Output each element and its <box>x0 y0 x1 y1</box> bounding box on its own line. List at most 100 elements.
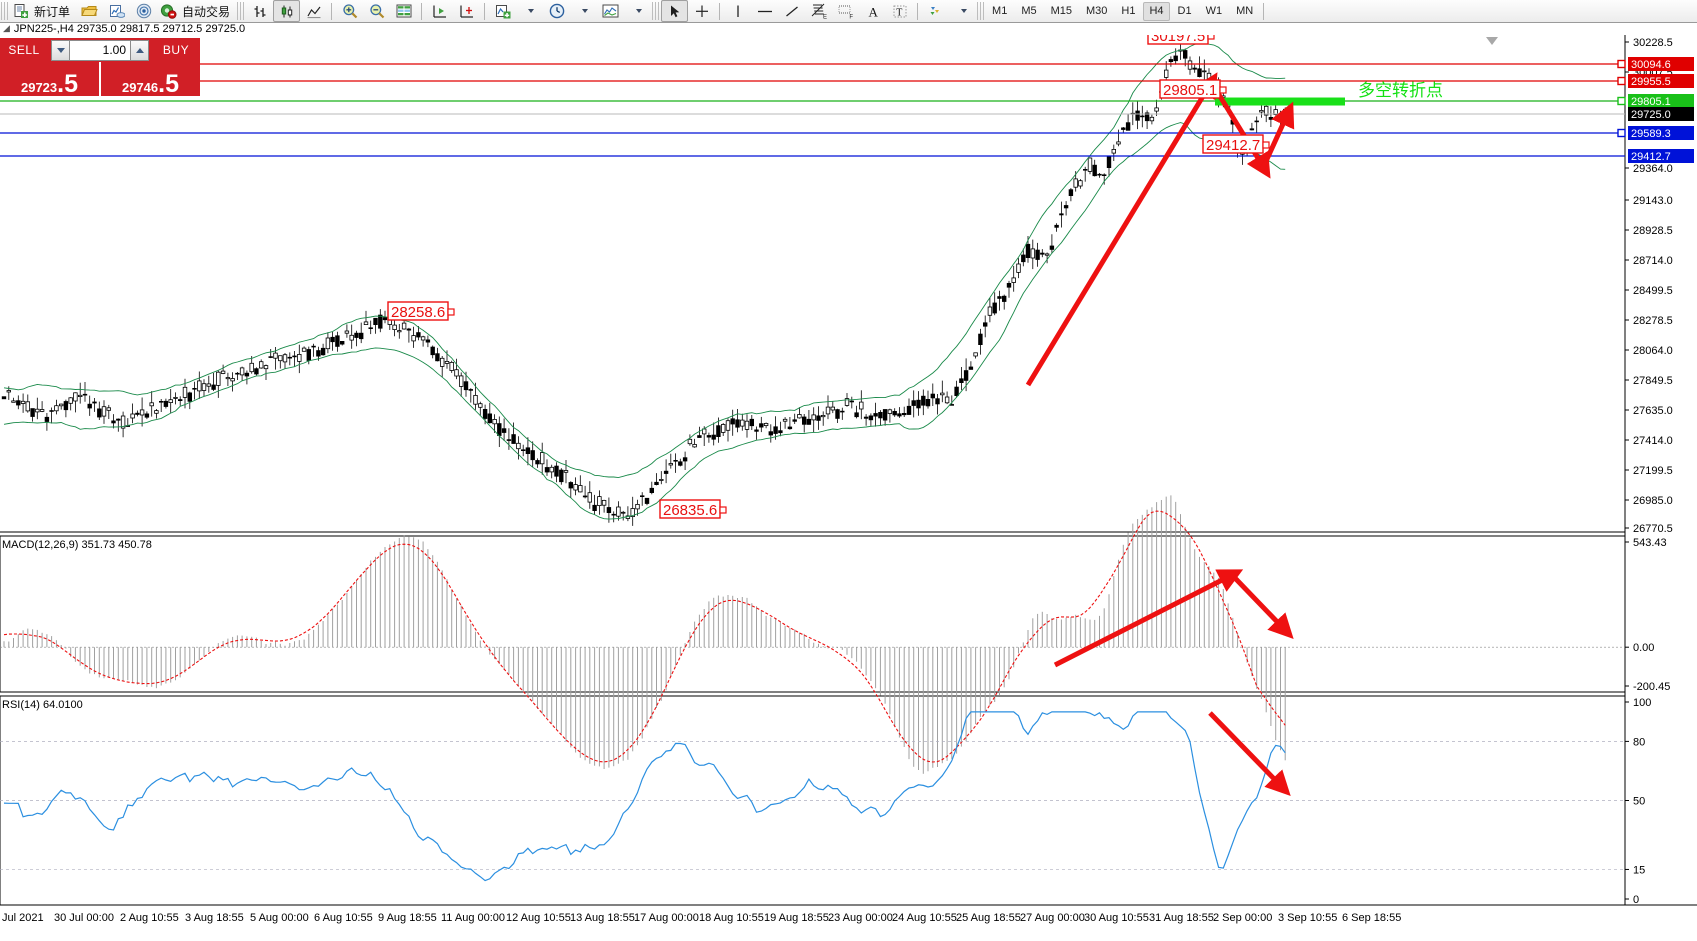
toolbar-grip-3[interactable] <box>652 2 660 20</box>
fibo-tool-button[interactable]: E <box>805 0 832 22</box>
price-tag-0[interactable] <box>1628 57 1694 71</box>
candle-body <box>411 335 416 342</box>
bar-chart-icon <box>254 5 266 17</box>
scroll-caret-icon[interactable] <box>1486 37 1498 45</box>
candle-body <box>763 422 769 426</box>
template-button[interactable] <box>597 0 624 22</box>
new-order-button[interactable]: 新订单 <box>10 0 76 22</box>
sell-price[interactable]: 29723 .5 <box>0 62 99 96</box>
candle-body <box>39 409 45 412</box>
chart-canvas[interactable]: 30228.530007.529364.029143.028928.528714… <box>0 35 1697 941</box>
annotation-30197[interactable] <box>1147 35 1209 45</box>
template-dropdown[interactable] <box>624 0 651 22</box>
timeframe-mn[interactable]: MN <box>1236 4 1254 17</box>
annotation-handle[interactable] <box>1262 141 1270 149</box>
indicators-dropdown[interactable] <box>516 0 543 22</box>
sell-button[interactable]: SELL <box>0 38 48 62</box>
crosshair-tool-button[interactable] <box>688 0 715 22</box>
time-axis-label: 2 Aug 10:55 <box>120 912 179 924</box>
candle-body <box>73 392 78 402</box>
timeframe-m5[interactable]: M5 <box>1021 4 1037 17</box>
time-axis-label: 31 Aug 18:55 <box>1149 912 1214 924</box>
candle-body <box>468 389 473 391</box>
symbol-info-bar: ◢ JPN225-,H4 29735.0 29817.5 29712.5 297… <box>0 22 1697 35</box>
level-handle[interactable] <box>1617 59 1626 69</box>
timeframe-m15[interactable]: M15 <box>1050 4 1072 17</box>
candle-body <box>20 400 26 404</box>
buy-button[interactable]: BUY <box>152 38 200 62</box>
shift-start-button[interactable] <box>426 0 453 22</box>
timeframe-h4[interactable]: H4 <box>1143 1 1170 21</box>
indicators-button[interactable] <box>489 0 516 22</box>
channel-tool-button[interactable]: F <box>832 0 859 22</box>
vline-tool-button[interactable] <box>724 0 751 22</box>
chart-area[interactable]: 30228.5 30007.5 29364.0 29143.0 28928.5 28714… <box>0 35 1697 941</box>
candle-body <box>687 438 693 445</box>
candle-body <box>1073 178 1078 188</box>
signals-button[interactable] <box>130 0 157 22</box>
objects-dropdown[interactable] <box>949 0 976 22</box>
cursor-tool-button[interactable] <box>661 0 689 22</box>
toolbar-grip[interactable] <box>1 2 8 20</box>
trendline-tool-button[interactable] <box>778 0 805 22</box>
timeframe-w1[interactable]: W1 <box>1205 4 1223 17</box>
zoom-out-button[interactable] <box>363 0 390 22</box>
price-tag-label: 29589.3 <box>1631 128 1671 140</box>
timeframe-m30[interactable]: M30 <box>1086 4 1108 17</box>
candle-body <box>225 377 231 380</box>
volume-decrement-button[interactable] <box>51 39 70 61</box>
chart-profile-button[interactable] <box>103 0 130 22</box>
buy-price[interactable]: 29746 .5 <box>101 62 200 96</box>
price-tag-5[interactable] <box>1628 149 1694 163</box>
annotation-handle[interactable] <box>719 506 727 514</box>
level-handle[interactable] <box>1617 76 1626 86</box>
text-tool-button[interactable]: A <box>859 0 886 22</box>
folder-button[interactable] <box>76 0 103 22</box>
price-tag-1[interactable] <box>1628 74 1694 88</box>
price-tag-2[interactable] <box>1628 94 1694 108</box>
timeframe-d1[interactable]: D1 <box>1177 4 1192 17</box>
candle-body <box>1154 107 1159 112</box>
line-chart-icon <box>307 6 321 18</box>
candle-body <box>1125 122 1131 131</box>
level-handle[interactable] <box>1617 96 1626 106</box>
macd-tick-label: 543.43 <box>1633 537 1667 549</box>
candlestick-chart-button[interactable] <box>273 0 301 22</box>
candle-body <box>973 352 978 357</box>
autotrade-button[interactable]: 自动交易 <box>157 0 236 22</box>
candle-body <box>258 361 264 369</box>
price-tag-4[interactable] <box>1628 126 1694 140</box>
period-button[interactable] <box>543 0 570 22</box>
annotation-handle[interactable] <box>447 308 455 316</box>
annotation-handle[interactable] <box>1219 86 1227 94</box>
time-axis-label: Jul 2021 <box>2 912 44 924</box>
signals-icon <box>136 3 151 19</box>
macd-signal-line <box>3 510 1286 763</box>
annotation-handle[interactable] <box>1207 35 1215 40</box>
candle-body <box>401 322 407 330</box>
candle-body <box>1016 263 1021 273</box>
line-chart-button[interactable] <box>300 0 327 22</box>
hline-tool-button[interactable] <box>751 0 778 22</box>
timeframe-m1[interactable]: M1 <box>992 4 1008 17</box>
period-dropdown[interactable] <box>570 0 597 22</box>
bar-chart-button[interactable] <box>246 0 273 22</box>
candle-body <box>544 467 550 473</box>
shift-end-button[interactable] <box>453 0 480 22</box>
toolbar-grip-2[interactable] <box>237 2 245 20</box>
price-tag-3[interactable] <box>1628 107 1694 121</box>
volume-input[interactable]: 1.00 <box>70 39 130 61</box>
toolbar-grip-4[interactable] <box>977 2 985 20</box>
candle-body <box>1202 70 1207 73</box>
label-tool-button[interactable]: T <box>886 0 913 22</box>
candle-body <box>930 393 935 399</box>
one-click-trading-panel[interactable]: SELL 1.00 BUY 29723 .5 29746 .5 <box>0 38 200 96</box>
objects-list-button[interactable] <box>922 0 949 22</box>
candle-body <box>587 492 592 503</box>
level-handle[interactable] <box>1617 128 1626 138</box>
volume-control[interactable]: 1.00 <box>48 38 152 62</box>
volume-increment-button[interactable] <box>130 39 149 61</box>
timeframe-h1[interactable]: H1 <box>1121 4 1136 17</box>
data-window-button[interactable] <box>390 0 417 22</box>
zoom-in-button[interactable] <box>336 0 363 22</box>
